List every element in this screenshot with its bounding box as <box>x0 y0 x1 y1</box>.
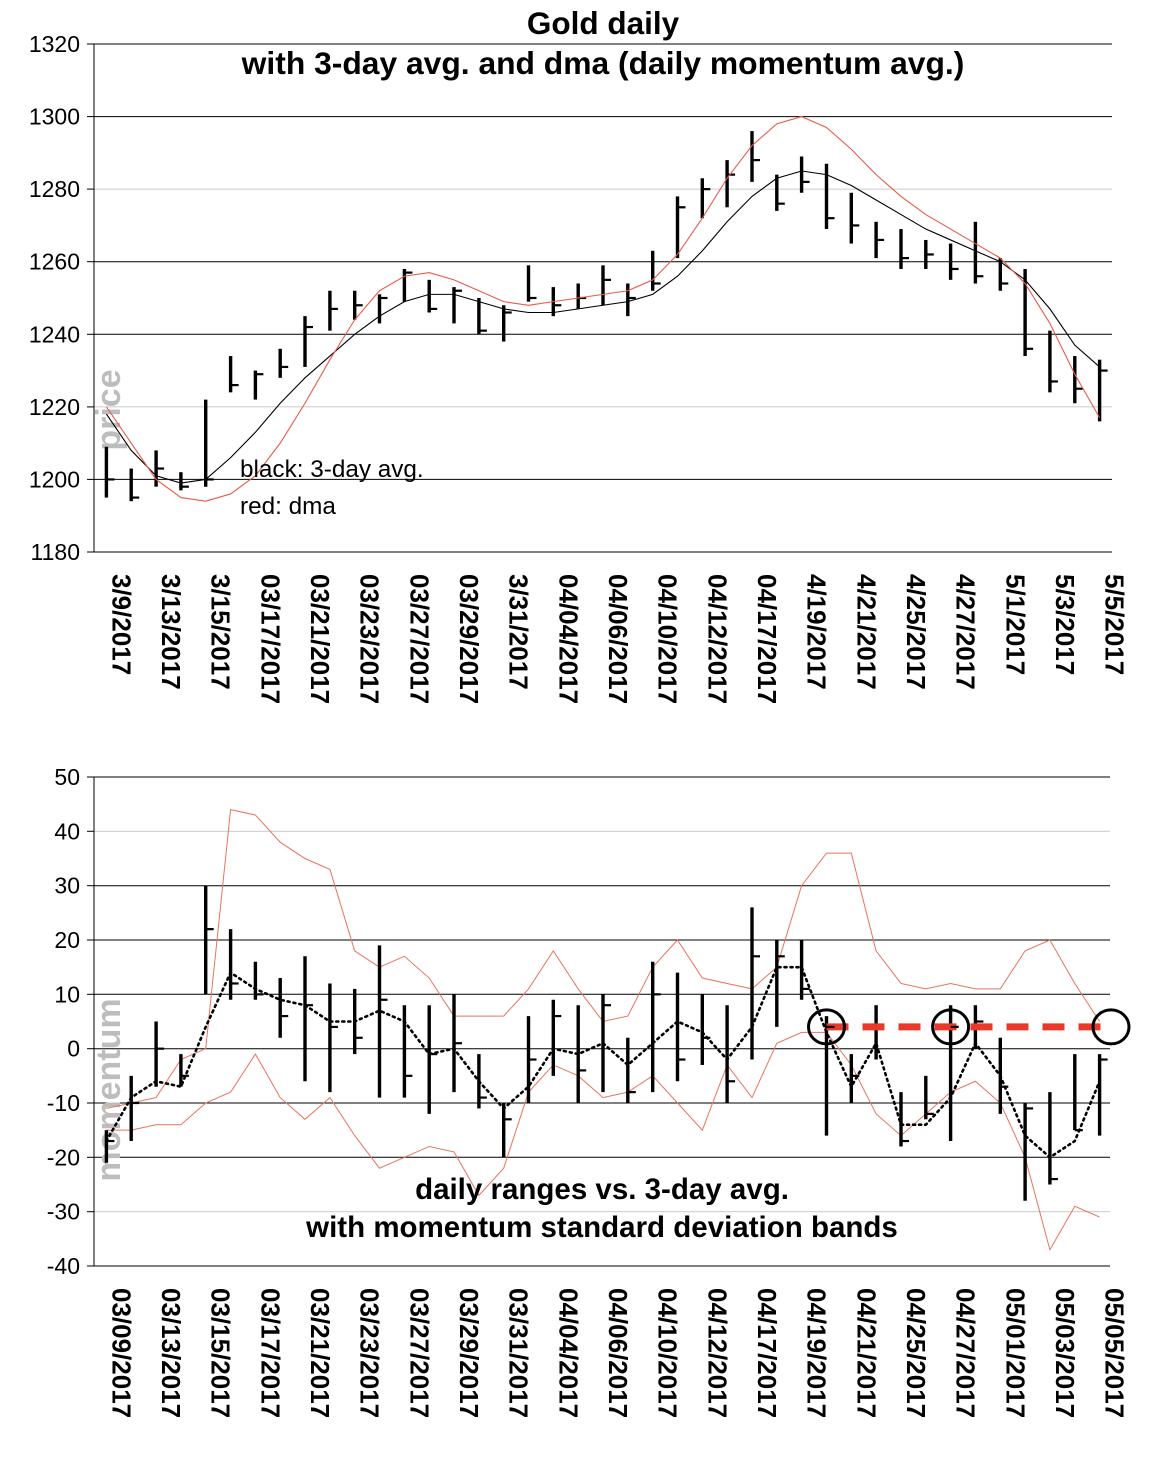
svg-text:3/9/2017: 3/9/2017 <box>106 574 136 675</box>
svg-text:5/5/2017: 5/5/2017 <box>1100 574 1130 675</box>
svg-text:03/31/2017: 03/31/2017 <box>504 1288 534 1418</box>
svg-text:with 3-day avg. and dma (daily: with 3-day avg. and dma (daily momentum … <box>241 45 965 81</box>
svg-text:5/1/2017: 5/1/2017 <box>1000 574 1030 675</box>
svg-text:04/06/2017: 04/06/2017 <box>603 1288 633 1418</box>
svg-text:04/19/2017: 04/19/2017 <box>802 1288 832 1418</box>
svg-text:04/27/2017: 04/27/2017 <box>951 1288 981 1418</box>
svg-text:03/21/2017: 03/21/2017 <box>305 1288 335 1418</box>
svg-text:-10: -10 <box>47 1090 80 1116</box>
svg-text:0: 0 <box>67 1036 80 1062</box>
svg-text:-20: -20 <box>47 1144 80 1170</box>
svg-text:4/25/2017: 4/25/2017 <box>901 574 931 690</box>
svg-text:03/29/2017: 03/29/2017 <box>454 574 484 704</box>
svg-text:05/01/2017: 05/01/2017 <box>1000 1288 1030 1418</box>
svg-text:04/12/2017: 04/12/2017 <box>702 1288 732 1418</box>
svg-text:03/27/2017: 03/27/2017 <box>404 574 434 704</box>
svg-text:03/09/2017: 03/09/2017 <box>106 1288 136 1418</box>
svg-text:03/13/2017: 03/13/2017 <box>156 1288 186 1418</box>
svg-text:30: 30 <box>54 873 80 899</box>
svg-text:04/10/2017: 04/10/2017 <box>653 1288 683 1418</box>
svg-text:1260: 1260 <box>29 249 80 275</box>
svg-text:05/03/2017: 05/03/2017 <box>1050 1288 1080 1418</box>
svg-text:-30: -30 <box>47 1199 80 1225</box>
svg-text:1220: 1220 <box>29 394 80 420</box>
svg-text:40: 40 <box>54 818 80 844</box>
svg-text:10: 10 <box>54 981 80 1007</box>
svg-text:04/17/2017: 04/17/2017 <box>752 1288 782 1418</box>
svg-text:04/10/2017: 04/10/2017 <box>653 574 683 704</box>
svg-text:Gold daily: Gold daily <box>527 5 680 41</box>
svg-text:3/31/2017: 3/31/2017 <box>504 574 534 690</box>
svg-text:3/13/2017: 3/13/2017 <box>156 574 186 690</box>
svg-text:black: 3-day avg.: black: 3-day avg. <box>240 456 424 483</box>
svg-text:momentum: momentum <box>90 998 128 1181</box>
svg-text:05/05/2017: 05/05/2017 <box>1100 1288 1130 1418</box>
svg-text:03/21/2017: 03/21/2017 <box>305 574 335 704</box>
svg-text:03/17/2017: 03/17/2017 <box>255 1288 285 1418</box>
svg-text:1300: 1300 <box>29 104 80 130</box>
svg-text:04/12/2017: 04/12/2017 <box>702 574 732 704</box>
svg-text:20: 20 <box>54 927 80 953</box>
svg-text:4/21/2017: 4/21/2017 <box>851 574 881 690</box>
svg-text:1240: 1240 <box>29 321 80 347</box>
svg-text:red: dma: red: dma <box>240 493 336 520</box>
svg-text:04/17/2017: 04/17/2017 <box>752 574 782 704</box>
svg-text:3/15/2017: 3/15/2017 <box>206 574 236 690</box>
svg-text:5/3/2017: 5/3/2017 <box>1050 574 1080 675</box>
svg-text:03/23/2017: 03/23/2017 <box>355 574 385 704</box>
svg-text:50: 50 <box>54 764 80 790</box>
svg-text:-40: -40 <box>47 1253 80 1279</box>
svg-text:1280: 1280 <box>29 176 80 202</box>
svg-text:03/17/2017: 03/17/2017 <box>255 574 285 704</box>
svg-text:04/21/2017: 04/21/2017 <box>851 1288 881 1418</box>
svg-text:4/19/2017: 4/19/2017 <box>802 574 832 690</box>
svg-text:1180: 1180 <box>31 539 80 565</box>
svg-text:1200: 1200 <box>29 466 80 492</box>
svg-text:04/25/2017: 04/25/2017 <box>901 1288 931 1418</box>
svg-text:4/27/2017: 4/27/2017 <box>951 574 981 690</box>
svg-text:03/29/2017: 03/29/2017 <box>454 1288 484 1418</box>
svg-text:04/06/2017: 04/06/2017 <box>603 574 633 704</box>
svg-text:04/04/2017: 04/04/2017 <box>553 1288 583 1418</box>
svg-text:with momentum standard deviati: with momentum standard deviation bands <box>305 1211 898 1244</box>
svg-text:03/23/2017: 03/23/2017 <box>355 1288 385 1418</box>
svg-text:03/27/2017: 03/27/2017 <box>404 1288 434 1418</box>
svg-text:daily ranges vs. 3-day avg.: daily ranges vs. 3-day avg. <box>415 1173 789 1206</box>
svg-text:1320: 1320 <box>29 31 80 57</box>
svg-text:03/15/2017: 03/15/2017 <box>206 1288 236 1418</box>
svg-text:04/04/2017: 04/04/2017 <box>553 574 583 704</box>
